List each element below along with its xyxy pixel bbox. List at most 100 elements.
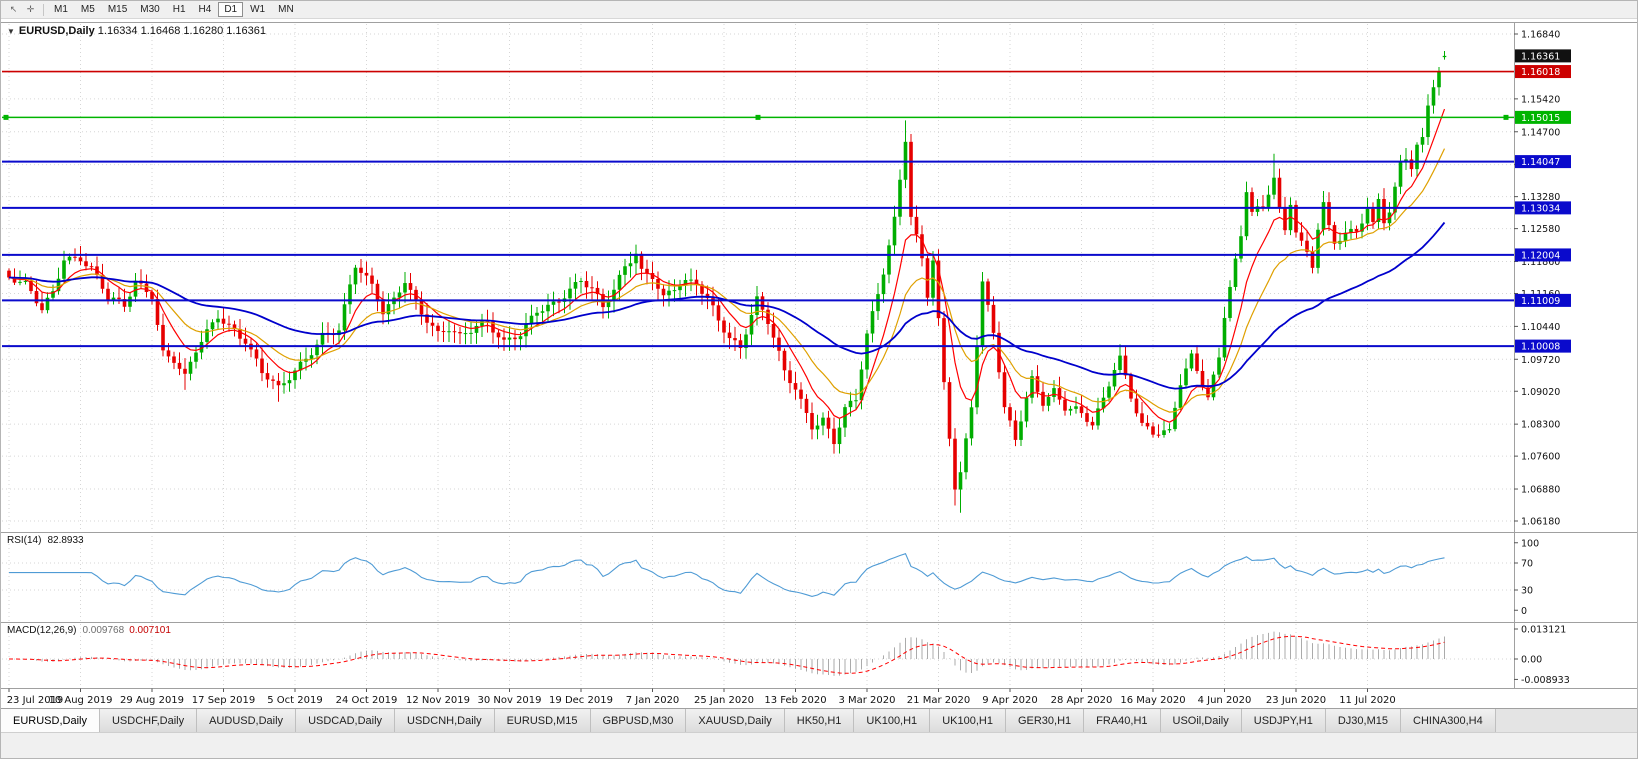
- svg-text:16 May 2020: 16 May 2020: [1120, 695, 1185, 706]
- macd-indicator-label: MACD(12,26,9) 0.009768 0.007101: [7, 625, 171, 636]
- macd-main-value: 0.009768: [82, 625, 125, 636]
- svg-text:28 Apr 2020: 28 Apr 2020: [1051, 695, 1113, 706]
- chart-tab-EURUSD-Daily[interactable]: EURUSD,Daily: [1, 709, 100, 732]
- svg-text:70: 70: [1521, 559, 1533, 570]
- svg-text:1.06180: 1.06180: [1521, 517, 1560, 528]
- rsi-value: 82.8933: [47, 535, 84, 546]
- chart-tab-DJ30-M15[interactable]: DJ30,M15: [1325, 709, 1401, 732]
- svg-text:30 Nov 2019: 30 Nov 2019: [477, 695, 541, 706]
- svg-text:1.14700: 1.14700: [1521, 127, 1560, 138]
- svg-text:1.09020: 1.09020: [1521, 387, 1560, 398]
- svg-text:1.10440: 1.10440: [1521, 322, 1560, 333]
- tf-button-M30[interactable]: M30: [140, 4, 160, 15]
- chart-tabs: EURUSD,Daily USDCHF,Daily AUDUSD,Daily USDC…: [1, 709, 1637, 732]
- chart-tab-USDJPY-H1[interactable]: USDJPY,H1: [1241, 709, 1326, 732]
- chart-tab-USOil-Daily[interactable]: USOil,Daily: [1160, 709, 1242, 732]
- svg-text:10 Aug 2019: 10 Aug 2019: [48, 695, 112, 706]
- svg-text:100: 100: [1521, 538, 1539, 549]
- chart-tab-AUDUSD-Daily[interactable]: AUDUSD,Daily: [197, 709, 297, 732]
- tf-button-M1[interactable]: M1: [54, 4, 68, 15]
- chart-tab-USDCAD-Daily[interactable]: USDCAD,Daily: [296, 709, 396, 732]
- svg-text:1.15015: 1.15015: [1521, 113, 1560, 124]
- timeframe-buttons: M1 M5 M15 M30 H1 H4 D1 W1 MN: [48, 2, 300, 17]
- tf-button-D1[interactable]: D1: [218, 2, 244, 17]
- svg-text:9 Apr 2020: 9 Apr 2020: [982, 695, 1037, 706]
- chart-tab-HK50-H1[interactable]: HK50,H1: [784, 709, 855, 732]
- svg-text:0.013121: 0.013121: [1521, 625, 1566, 636]
- crosshair-icon[interactable]: ✛: [26, 4, 35, 14]
- level-lines: [2, 70, 1514, 348]
- svg-text:25 Jan 2020: 25 Jan 2020: [694, 695, 754, 706]
- svg-text:13 Feb 2020: 13 Feb 2020: [764, 695, 826, 706]
- status-bar: [1, 732, 1637, 758]
- chart-tab-UK100-H1[interactable]: UK100,H1: [930, 709, 1006, 732]
- chart-tab-CHINA300-H4[interactable]: CHINA300,H4: [1401, 709, 1496, 732]
- ohlc-values: 1.16334 1.16468 1.16280 1.16361: [97, 25, 266, 37]
- svg-text:1.13034: 1.13034: [1521, 203, 1560, 214]
- tf-button-W1[interactable]: W1: [250, 4, 266, 15]
- chart-tab-USDCHF-Daily[interactable]: USDCHF,Daily: [99, 709, 198, 732]
- svg-text:17 Sep 2019: 17 Sep 2019: [192, 695, 255, 706]
- chart-tab-GER30-H1[interactable]: GER30,H1: [1005, 709, 1085, 732]
- svg-text:3 Mar 2020: 3 Mar 2020: [838, 695, 895, 706]
- svg-text:7 Jan 2020: 7 Jan 2020: [626, 695, 680, 706]
- svg-text:19 Dec 2019: 19 Dec 2019: [549, 695, 613, 706]
- svg-text:1.12580: 1.12580: [1521, 224, 1560, 235]
- collapse-chart-icon[interactable]: ▼: [7, 27, 15, 36]
- chart-tab-XAUUSD-Daily[interactable]: XAUUSD,Daily: [686, 709, 785, 732]
- svg-text:1.08300: 1.08300: [1521, 420, 1560, 431]
- svg-text:1.10008: 1.10008: [1521, 342, 1560, 353]
- macd-signal-value: 0.007101: [129, 625, 171, 636]
- indicator-scales[interactable]: 100 70 30 0 0.013121 0.00 -0.008933: [1514, 538, 1570, 686]
- svg-text:1.13280: 1.13280: [1521, 192, 1560, 203]
- svg-text:1.11860: 1.11860: [1521, 257, 1560, 268]
- svg-text:12 Nov 2019: 12 Nov 2019: [406, 695, 470, 706]
- svg-text:23 Jun 2020: 23 Jun 2020: [1266, 695, 1326, 706]
- chart-tab-FRA40-H1[interactable]: FRA40,H1: [1084, 709, 1161, 732]
- svg-text:29 Aug 2019: 29 Aug 2019: [120, 695, 184, 706]
- chart-tab-USDCNH-Daily[interactable]: USDCNH,Daily: [395, 709, 495, 732]
- svg-text:1.09720: 1.09720: [1521, 355, 1560, 366]
- chart-tab-GBPUSD-M30[interactable]: GBPUSD,M30: [590, 709, 687, 732]
- grid-lines: [2, 24, 1514, 688]
- toolbar-separator: [43, 3, 44, 16]
- symbol-period-label: EURUSD,Daily: [18, 25, 95, 37]
- chart-tab-UK100-H1[interactable]: UK100,H1: [854, 709, 931, 732]
- svg-text:1.11009: 1.11009: [1521, 296, 1560, 307]
- svg-text:1.06880: 1.06880: [1521, 485, 1560, 496]
- svg-text:24 Oct 2019: 24 Oct 2019: [336, 695, 398, 706]
- cursor-icon[interactable]: ↖: [9, 4, 18, 14]
- tf-button-H1[interactable]: H1: [172, 4, 186, 15]
- svg-text:1.12004: 1.12004: [1521, 250, 1560, 261]
- tf-button-H4[interactable]: H4: [198, 4, 212, 15]
- svg-text:23 Jul 2019: 23 Jul 2019: [7, 695, 64, 706]
- svg-text:1.14047: 1.14047: [1521, 157, 1560, 168]
- tf-button-M5[interactable]: M5: [80, 4, 95, 15]
- svg-text:1.15420: 1.15420: [1521, 94, 1560, 105]
- macd-histogram: [9, 631, 1445, 676]
- toolbar-tools: ↖ ✛: [5, 3, 39, 17]
- rsi-name: RSI(14): [7, 535, 42, 546]
- chart-tab-EURUSD-M15[interactable]: EURUSD,M15: [494, 709, 591, 732]
- chart-title: ▼ EURUSD,Daily 1.16334 1.16468 1.16280 1.…: [7, 25, 266, 37]
- svg-text:21 Mar 2020: 21 Mar 2020: [907, 695, 970, 706]
- tf-button-M15[interactable]: M15: [107, 4, 128, 15]
- pane-separators: [1, 22, 1637, 709]
- svg-text:4 Jun 2020: 4 Jun 2020: [1198, 695, 1252, 706]
- svg-text:1.07600: 1.07600: [1521, 452, 1560, 463]
- svg-text:-0.008933: -0.008933: [1521, 675, 1570, 686]
- svg-text:5 Oct 2019: 5 Oct 2019: [267, 695, 322, 706]
- svg-text:1.16361: 1.16361: [1521, 51, 1560, 62]
- rsi-line: [9, 553, 1445, 597]
- svg-text:1.16018: 1.16018: [1521, 67, 1560, 78]
- svg-text:0: 0: [1521, 606, 1527, 617]
- svg-text:11 Jul 2020: 11 Jul 2020: [1339, 695, 1396, 706]
- price-badges: 1.16361 1.16018 1.15015 1.14047 1.13034 1.120…: [1515, 49, 1571, 353]
- svg-text:0.00: 0.00: [1521, 655, 1542, 666]
- svg-text:30: 30: [1521, 586, 1533, 597]
- rsi-indicator-label: RSI(14) 82.8933: [7, 535, 84, 546]
- macd-name: MACD(12,26,9): [7, 625, 77, 636]
- tf-button-MN[interactable]: MN: [278, 4, 294, 15]
